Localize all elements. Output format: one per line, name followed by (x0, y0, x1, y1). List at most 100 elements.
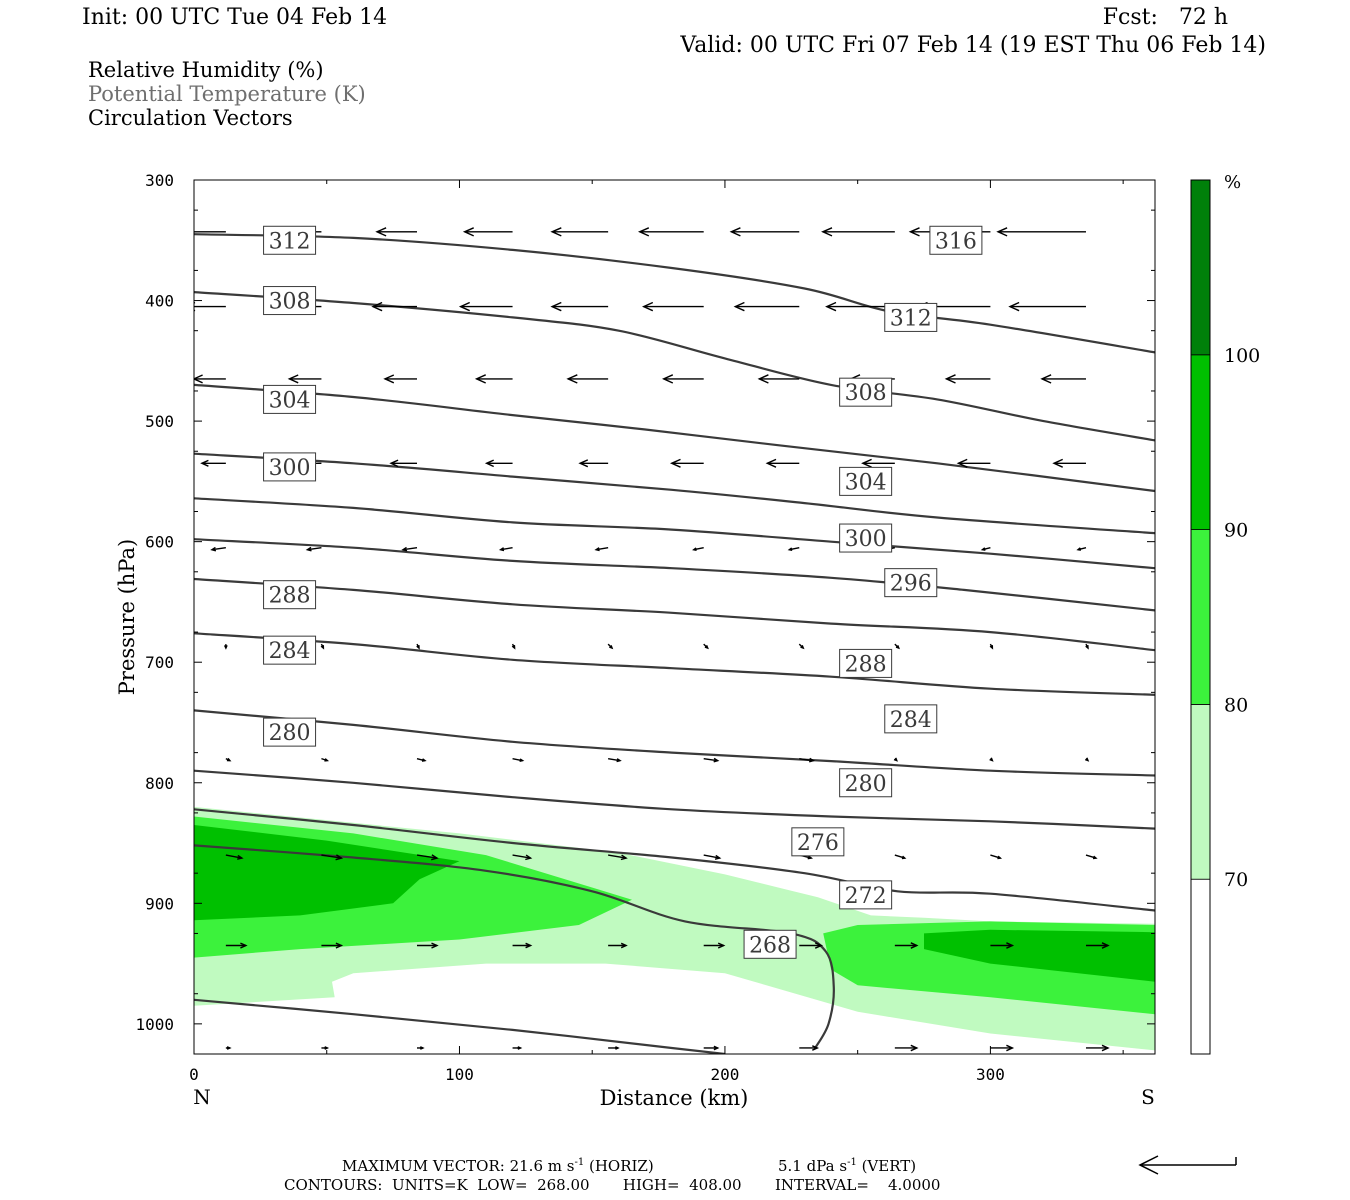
vector-head (371, 301, 383, 312)
theta-contour-288-6 (194, 577, 1155, 652)
contour-label-276: 276 (791, 827, 845, 857)
vector-head (733, 301, 745, 312)
vector-head (861, 458, 872, 468)
vector-0-9 (996, 227, 1086, 237)
contour-label-box (263, 635, 317, 665)
maximum-vector-label: MAXIMUM VECTOR: 21.6 m s-1 (HORIZ) (342, 1157, 654, 1175)
vector-head (389, 459, 399, 468)
vector-head (1008, 301, 1020, 312)
vector-shaft (211, 546, 226, 551)
theta-contour-284-7 (194, 632, 1155, 696)
vector-head (620, 854, 628, 861)
vector-3-0 (200, 459, 226, 467)
contour-label-box (791, 827, 845, 857)
contour-label-312: 312 (263, 225, 317, 255)
vector-6-1 (321, 757, 330, 762)
vector-3-6 (765, 458, 800, 468)
vector-head (765, 458, 777, 468)
x-tick-label-200: 200 (710, 1065, 739, 1084)
vector-head (1076, 547, 1082, 551)
vector-head (287, 374, 299, 384)
contour-label-text: 280 (269, 721, 311, 746)
vector-0-4 (550, 227, 609, 237)
vector-head (757, 374, 769, 384)
vector-head (996, 227, 1008, 237)
vector-8-2 (416, 942, 439, 949)
vector-2-2 (383, 374, 417, 384)
contour-label-284: 284 (263, 635, 317, 665)
vector-5-4 (607, 643, 614, 650)
contour-label-308: 308 (263, 286, 317, 316)
vector-head (519, 758, 525, 762)
vector-6-7 (893, 757, 898, 762)
vector-4-0 (210, 546, 226, 552)
vector-head (419, 1046, 425, 1050)
vector-head (895, 645, 900, 650)
vector-4-4 (594, 546, 609, 552)
contour-label-text: 296 (890, 572, 932, 597)
y-tick-label-800: 800 (145, 774, 174, 793)
vector-2-0 (194, 374, 226, 384)
legend-circulation-vectors: Circulation Vectors (88, 106, 293, 130)
contour-label-312: 312 (884, 302, 938, 332)
vector-shaft (416, 854, 438, 859)
y-tick-label-900: 900 (145, 894, 174, 913)
vector-9-8 (990, 1044, 1015, 1052)
relative-humidity-fill (194, 806, 1155, 1051)
circulation-vectors (194, 227, 1110, 1052)
vector-head (511, 645, 516, 650)
vector-head (956, 458, 968, 468)
vector-head (458, 301, 470, 312)
colorbar-unit: % (1224, 172, 1241, 193)
vector-5-9 (1085, 643, 1089, 650)
contour-label-288: 288 (263, 580, 317, 610)
contour-label-text: 268 (749, 933, 791, 958)
vector-1-7 (825, 301, 895, 312)
vector-3-7 (861, 458, 895, 468)
y-tick-label-1000: 1000 (135, 1015, 174, 1034)
contour-label-box (263, 225, 317, 255)
vector-head (901, 855, 907, 860)
contour-label-316: 316 (929, 225, 983, 255)
vector-8-0 (225, 942, 248, 949)
vector-head (1101, 942, 1110, 949)
south-endpoint-label: S (1141, 1085, 1155, 1109)
vector-4-9 (1076, 547, 1087, 551)
theta-contour-312-0 (194, 233, 1155, 354)
contour-label-box (839, 768, 893, 798)
vector-head (421, 758, 427, 762)
vector-1-4 (550, 301, 609, 312)
vector-head (375, 227, 387, 237)
x-tick-label-100: 100 (445, 1065, 474, 1084)
contour-label-268: 268 (743, 929, 797, 959)
y-axis-title: Pressure (hPa) (115, 539, 139, 695)
vector-head (893, 757, 898, 762)
vector-head (729, 227, 741, 237)
vector-6-2 (416, 757, 427, 762)
vector-head (517, 1046, 523, 1050)
vector-2-1 (287, 374, 322, 384)
vector-9-1 (321, 1046, 330, 1050)
vector-7-1 (321, 854, 344, 861)
y-tick-label-300: 300 (145, 171, 174, 190)
contour-label-304: 304 (839, 466, 893, 496)
vector-head (609, 645, 614, 650)
vector-9-3 (512, 1046, 523, 1050)
vector-head (324, 758, 330, 762)
contour-label-box (743, 929, 797, 959)
contour-label-box (839, 377, 893, 407)
vector-head (525, 942, 533, 949)
contour-label-text: 308 (269, 290, 311, 315)
vector-head (324, 1046, 330, 1050)
vector-head (807, 855, 814, 860)
contour-label-text: 300 (845, 527, 887, 552)
contour-label-text: 300 (269, 456, 311, 481)
vector-3-4 (578, 459, 609, 468)
vector-5-8 (989, 643, 994, 650)
vector-head (637, 227, 650, 237)
x-tick-label-300: 300 (976, 1065, 1005, 1084)
valid-time-label: Valid: 00 UTC Fri 07 Feb 14 (19 EST Thu … (679, 33, 1266, 58)
vector-7-2 (416, 854, 439, 861)
vector-head (989, 645, 994, 650)
vector-head (787, 547, 793, 551)
